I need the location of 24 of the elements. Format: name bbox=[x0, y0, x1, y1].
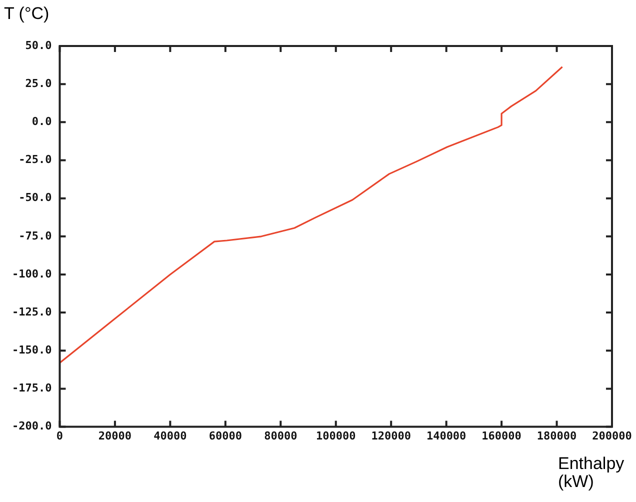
y-tick-label: -200.0 bbox=[12, 420, 52, 433]
y-tick-label: 50.0 bbox=[25, 38, 52, 52]
y-tick-label: 0.0 bbox=[32, 115, 52, 128]
x-tick-label: 100000 bbox=[316, 429, 356, 442]
x-tick-label: 20000 bbox=[98, 429, 132, 442]
x-tick-label: 80000 bbox=[264, 429, 298, 442]
x-tick-label: 200000 bbox=[592, 429, 632, 442]
x-tick-label: 0 bbox=[56, 429, 64, 442]
y-tick-label: -75.0 bbox=[18, 229, 52, 242]
x-tick-label: 160000 bbox=[482, 429, 522, 442]
y-tick-label: -150.0 bbox=[12, 344, 52, 356]
x-tick-label: 180000 bbox=[536, 429, 577, 442]
x-tick-label: 120000 bbox=[371, 429, 411, 442]
y-tick-label: -175.0 bbox=[12, 382, 52, 395]
y-tick-label: 25.0 bbox=[25, 76, 52, 90]
y-tick-label: -100.0 bbox=[12, 267, 52, 280]
y-tick-label: -50.0 bbox=[18, 191, 52, 204]
y-tick-label: -125.0 bbox=[12, 305, 52, 318]
x-tick-label: 140000 bbox=[426, 429, 466, 442]
y-axis-title: T (°C) bbox=[4, 4, 50, 24]
x-tick-label: 40000 bbox=[154, 429, 187, 442]
y-tick-label: -25.0 bbox=[18, 153, 52, 166]
x-axis-title: Enthalpy (kW) bbox=[558, 454, 626, 491]
x-tick-label: 60000 bbox=[208, 429, 242, 442]
